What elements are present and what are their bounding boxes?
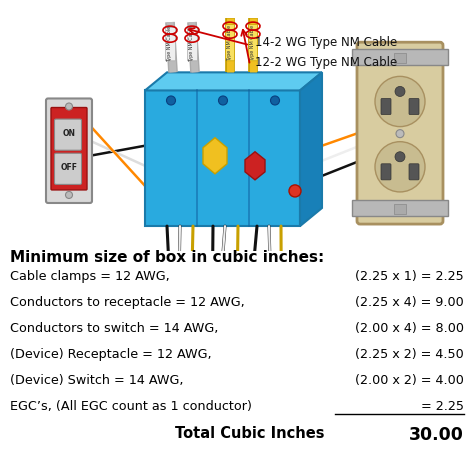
Text: (Device) Switch = 14 AWG,: (Device) Switch = 14 AWG, [10, 374, 183, 387]
Circle shape [166, 96, 175, 105]
Bar [394, 204, 406, 214]
Text: EGC’s, (All EGC count as 1 conductor): EGC’s, (All EGC count as 1 conductor) [10, 400, 252, 413]
Text: Type NM Cable: Type NM Cable [250, 25, 255, 61]
Text: Conductors to switch = 14 AWG,: Conductors to switch = 14 AWG, [10, 322, 219, 335]
Text: Conductors to receptacle = 12 AWG,: Conductors to receptacle = 12 AWG, [10, 296, 245, 309]
Text: (2.00 x 4) = 8.00: (2.00 x 4) = 8.00 [355, 322, 464, 335]
Text: Total Cubic Inches: Total Cubic Inches [175, 426, 325, 441]
Circle shape [289, 185, 301, 197]
FancyBboxPatch shape [409, 164, 419, 180]
Text: Type NM Cable: Type NM Cable [228, 25, 233, 61]
Text: (2.25 x 1) = 2.25: (2.25 x 1) = 2.25 [355, 270, 464, 283]
Circle shape [65, 103, 73, 110]
Circle shape [395, 152, 405, 162]
FancyBboxPatch shape [409, 99, 419, 115]
Polygon shape [245, 152, 265, 180]
FancyBboxPatch shape [51, 108, 87, 190]
FancyBboxPatch shape [165, 27, 175, 61]
Circle shape [219, 96, 228, 105]
Text: 14-2 WG Type NM Cable: 14-2 WG Type NM Cable [255, 36, 397, 49]
FancyBboxPatch shape [46, 99, 92, 203]
FancyBboxPatch shape [381, 164, 391, 180]
Circle shape [396, 129, 404, 137]
FancyBboxPatch shape [248, 25, 257, 61]
Text: 30.00: 30.00 [409, 426, 464, 444]
Circle shape [375, 142, 425, 192]
FancyBboxPatch shape [352, 49, 448, 65]
Text: Type NM Cable: Type NM Cable [167, 26, 173, 62]
Polygon shape [145, 73, 322, 91]
Polygon shape [300, 73, 322, 226]
Text: = 2.25: = 2.25 [421, 400, 464, 413]
Text: Minimum size of box in cubic inches:: Minimum size of box in cubic inches: [10, 250, 324, 265]
Bar [145, 91, 300, 226]
FancyBboxPatch shape [226, 25, 235, 61]
Circle shape [395, 86, 405, 97]
FancyBboxPatch shape [55, 119, 82, 150]
Text: 12-2 WG Type NM Cable: 12-2 WG Type NM Cable [255, 56, 397, 69]
Circle shape [65, 191, 73, 199]
Text: (2.25 x 2) = 4.50: (2.25 x 2) = 4.50 [355, 348, 464, 361]
Text: Cable clamps = 12 AWG,: Cable clamps = 12 AWG, [10, 270, 170, 283]
Text: (2.25 x 4) = 9.00: (2.25 x 4) = 9.00 [355, 296, 464, 309]
Text: OFF: OFF [61, 164, 78, 173]
Text: (2.00 x 2) = 4.00: (2.00 x 2) = 4.00 [355, 374, 464, 387]
FancyBboxPatch shape [381, 99, 391, 115]
Text: ON: ON [63, 129, 75, 138]
Text: (Device) Receptacle = 12 AWG,: (Device) Receptacle = 12 AWG, [10, 348, 211, 361]
FancyBboxPatch shape [55, 153, 82, 184]
FancyBboxPatch shape [357, 42, 443, 224]
Circle shape [375, 76, 425, 127]
Text: Type NM Cable: Type NM Cable [190, 26, 194, 62]
FancyBboxPatch shape [352, 200, 448, 216]
Circle shape [271, 96, 280, 105]
Bar [394, 53, 406, 64]
FancyBboxPatch shape [188, 27, 198, 61]
Polygon shape [203, 137, 227, 174]
